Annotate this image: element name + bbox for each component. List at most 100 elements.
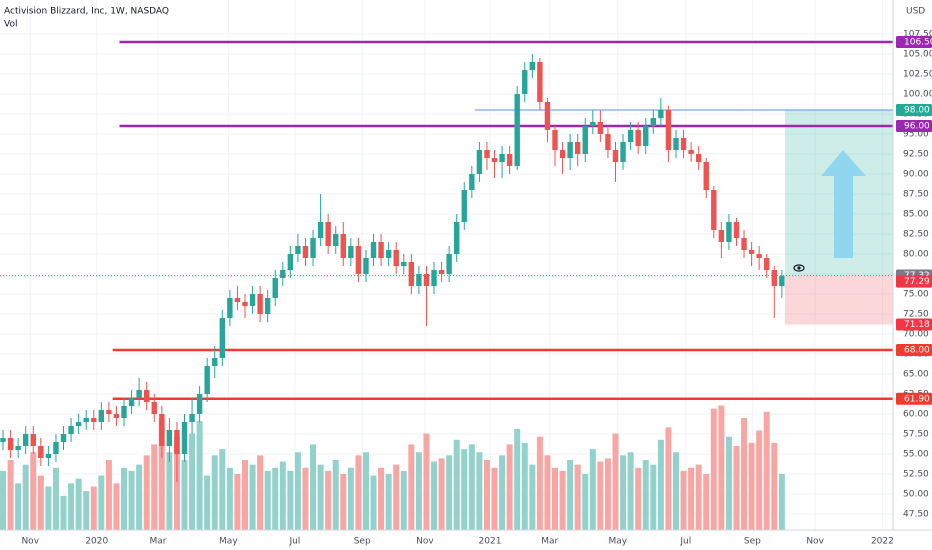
volume-bar [136,464,143,530]
candle-body [166,430,173,446]
candle-body [340,234,346,258]
volume-bar [52,467,59,530]
candle-body [529,62,536,70]
volume-bar [483,460,490,530]
volume-pane [0,405,785,530]
candle-body [106,410,112,414]
levels [112,40,893,401]
candle-body [75,422,82,426]
candle-body [0,438,6,442]
volume-bar [105,460,112,530]
price-tag-box [896,36,932,48]
y-tick-label: 60.00 [903,410,929,420]
x-tick-label: 2021 [479,537,502,547]
x-tick-label: Mar [541,537,558,547]
eye-outline [793,264,805,272]
price-tag-box [896,275,932,288]
volume-bar [453,439,460,530]
price-tag-box [896,344,932,356]
candle-body [196,394,203,414]
candle-body [673,138,679,150]
candle-body [438,270,445,274]
volume-bar [627,452,634,530]
volume-bar [181,460,188,530]
candle-body [317,222,324,238]
volume-bar [536,436,543,530]
volume-bar [83,491,90,530]
price-tag-label: 96.00 [904,122,930,132]
volume-bar [604,458,611,530]
y-tick-label: 95.00 [903,130,929,140]
candle-body [469,174,475,190]
y-tick-label: 50.00 [903,490,929,500]
candle-body [60,434,67,442]
x-tick-label: Jul [288,537,300,547]
volume-bar [279,461,286,530]
price-tag-box [896,120,932,132]
candle-body [333,234,339,246]
volume-bar [37,475,44,530]
candle-body [7,438,14,450]
candle-body [491,158,498,162]
volume-bar [589,449,596,530]
y-tick-label: 55.00 [903,450,929,460]
y-tick-label: 107.50 [903,30,932,40]
volume-bar [506,444,513,530]
price-tag-box [896,392,932,405]
volume-bar [642,460,649,530]
volume-bar [521,442,528,530]
price-tags: 106.5096.0098.0068.0061.9071.1877.3277.2… [896,36,932,405]
price-tag-label: 77.29 [904,277,930,287]
price-tag-label: 61.90 [904,394,930,404]
candle-body [764,258,770,270]
volume-bar [446,455,453,530]
volume-bar [166,452,173,530]
volume-bar [219,449,226,530]
candle-body [204,366,210,394]
candle-body [249,294,256,306]
volume-bar [438,458,445,530]
volume-bar [408,444,415,530]
y-tick-label: 100.00 [903,90,932,100]
volume-bar [355,455,362,530]
volume-bar [680,470,687,530]
y-tick-label: 82.50 [903,230,929,240]
volume-bar [741,418,748,530]
y-tick-label: 92.50 [903,150,929,160]
candle-body [355,246,362,274]
volume-bar [226,467,233,530]
y-tick-label: 70.00 [903,330,929,340]
up-arrow [821,150,866,258]
volume-bar [98,475,105,530]
volume-bar [415,452,422,530]
volume-bar [310,444,317,530]
y-tick-label: 57.50 [903,430,929,440]
volume-bar [552,467,559,530]
volume-bar [362,452,369,530]
volume-bar [635,467,642,530]
y-tick-label: 102.50 [903,70,932,80]
candle-body [393,250,399,266]
candle-body [590,122,596,126]
candle-body [711,190,717,230]
candle-body [506,154,513,166]
volume-bar [461,449,468,530]
volume-bar [264,470,271,530]
indicator-label: Vol [4,20,17,30]
volume-bar [257,455,264,530]
x-tick-label: Sep [354,537,371,547]
price-tag-label: 68.00 [904,346,930,356]
candle-body [680,138,687,150]
volume-bar [317,464,324,530]
stop-zone [784,275,893,325]
volume-bar [211,455,218,530]
y-tick-label: 105.00 [903,50,932,60]
volume-bar [45,486,52,530]
volume-bar [113,483,120,530]
volume-bar [657,439,664,530]
candle-body [695,154,702,162]
candle-body [416,274,422,286]
chart-title: Activision Blizzard, Inc, 1W, NASDAQ [4,7,169,17]
candle-body [272,278,278,298]
volume-bar [688,467,695,530]
